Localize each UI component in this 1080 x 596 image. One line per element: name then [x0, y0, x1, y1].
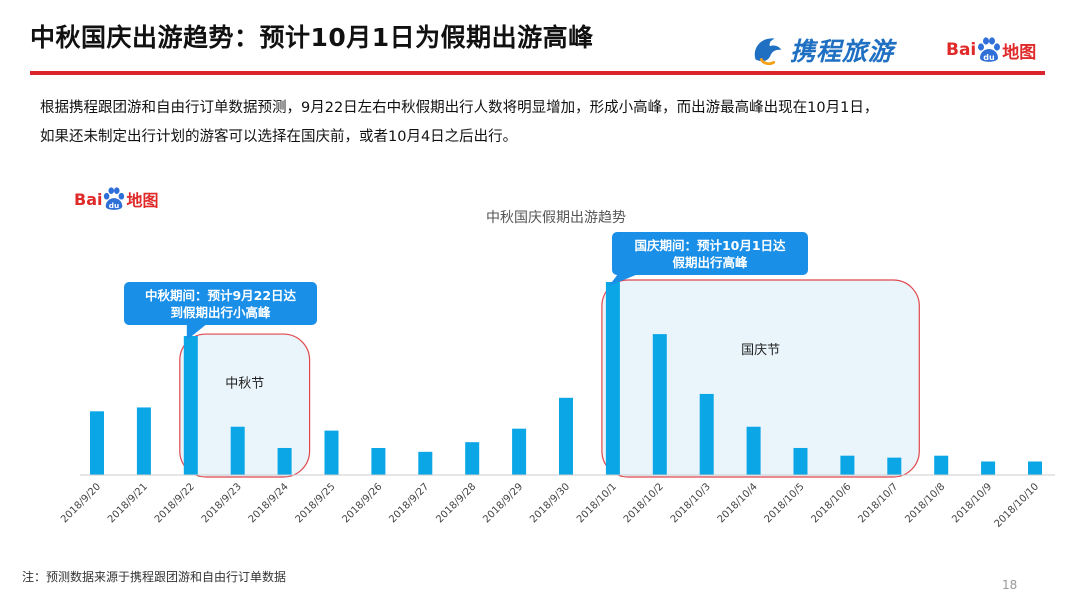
chart-baidu-logo-bai: Bai [74, 189, 103, 209]
x-tick-label: 2018/9/29 [481, 481, 525, 525]
bars [90, 282, 1042, 475]
description: 根据携程跟团游和自由行订单数据预测，9月22日左右中秋假期出行人数将明显增加，形… [40, 94, 1050, 152]
bar-2018/9/28 [465, 442, 480, 475]
bar-2018/9/29 [512, 428, 527, 475]
dolphin-icon [754, 38, 782, 66]
callout-text-line1-2: 国庆期间：预计10月1日达 [634, 238, 786, 253]
chart-title: 中秋国庆假期出游趋势 [486, 210, 626, 226]
x-tick-label: 2018/9/28 [434, 481, 478, 525]
x-tick-label: 2018/10/6 [809, 481, 853, 525]
baidu-logo-map: 地图 [1002, 42, 1037, 63]
x-tick-label: 2018/9/27 [387, 481, 431, 525]
baidu-map-logo: Bai du 地图 [946, 36, 1036, 64]
bar-2018/9/27 [418, 451, 433, 475]
baidu-logo-du: du [984, 53, 996, 62]
bar-2018/10/1 [605, 282, 620, 475]
x-tick-label: 2018/10/9 [950, 481, 994, 525]
x-tick-label: 2018/9/22 [153, 481, 197, 525]
ctrip-logo: 携程旅游 [748, 28, 894, 72]
ctrip-brand-name: 携程旅游 [790, 37, 895, 66]
region-box-1 [179, 333, 311, 478]
holiday-regions: 中秋节 国庆节 [179, 279, 920, 478]
x-tick-label: 2018/10/3 [669, 481, 713, 525]
callout-text-line2-2: 假期出行高峰 [672, 255, 748, 270]
callout-pointer-1 [186, 324, 207, 341]
bar-2018/10/9 [981, 461, 996, 475]
chart-baidu-logo: Bai du 地图 [74, 186, 159, 212]
x-tick-label: 2018/10/2 [622, 481, 666, 525]
callout-text-line1-1: 中秋期间：预计9月22日达 [145, 288, 297, 303]
x-tick-label: 2018/10/8 [903, 481, 947, 525]
chart-baidu-logo-map: 地图 [126, 191, 159, 210]
description-line-2: 如果还未制定出行计划的游客可以选择在国庆前，或者10月4日之后出行。 [40, 129, 518, 145]
bar-2018/10/6 [840, 455, 855, 475]
bar-2018/9/24 [277, 447, 292, 475]
bar-2018/9/25 [324, 430, 339, 475]
chart-paw-icon: du [104, 187, 125, 210]
region-label-2: 国庆节 [741, 343, 780, 358]
callout-box-1 [124, 282, 317, 325]
region-box-2 [601, 279, 920, 478]
bar-2018/9/26 [371, 447, 386, 475]
page-title: 中秋国庆出游趋势：预计10月1日为假期出游高峰 [30, 23, 594, 52]
x-tick-label: 2018/9/26 [340, 481, 384, 525]
bar-2018/10/7 [887, 457, 902, 475]
description-line-1: 根据携程跟团游和自由行订单数据预测，9月22日左右中秋假期出行人数将明显增加，形… [40, 100, 879, 116]
x-tick-label: 2018/10/7 [856, 481, 900, 525]
x-tick-label: 2018/9/30 [528, 481, 572, 525]
bar-2018/10/10 [1028, 461, 1042, 475]
footnote: 注：预测数据来源于携程跟团游和自由行订单数据 [22, 570, 287, 584]
bar-2018/10/4 [746, 426, 761, 475]
bar-2018/9/21 [136, 407, 151, 475]
x-tick-label: 2018/9/25 [294, 481, 338, 525]
x-tick-label: 2018/10/4 [716, 481, 760, 525]
bar-2018/9/23 [230, 426, 245, 475]
bar-2018/10/8 [934, 455, 949, 475]
callout-text-line2-1: 到假期出行小高峰 [170, 305, 271, 320]
paw-icon: du [978, 37, 1001, 62]
x-tick-label: 2018/9/21 [106, 481, 150, 525]
x-tick-labels: 2018/9/20 2018/9/21 2018/9/22 2018/9/23 2018… [59, 481, 1041, 530]
x-tick-label: 2018/9/24 [247, 481, 291, 525]
header-rule [30, 71, 1045, 75]
page-number: 18 [1002, 578, 1018, 592]
x-tick-label: 2018/9/23 [200, 481, 244, 525]
region-label-1: 中秋节 [225, 377, 264, 392]
bar-2018/9/30 [559, 397, 573, 475]
chart-baidu-logo-du: du [109, 201, 120, 210]
bar-2018/10/5 [793, 447, 808, 475]
x-tick-label: 2018/9/20 [59, 481, 103, 525]
callout-pointer-2 [608, 274, 638, 286]
bar-2018/10/3 [699, 393, 714, 475]
x-tick-label: 2018/10/10 [993, 481, 1042, 530]
bar-2018/10/2 [652, 334, 667, 475]
bar-2018/9/22 [183, 336, 198, 475]
x-tick-label: 2018/10/1 [575, 481, 619, 525]
x-tick-label: 2018/10/5 [763, 481, 807, 525]
callout-box-2 [612, 232, 808, 275]
bar-2018/9/20 [90, 411, 104, 475]
baidu-logo-bai: Bai [946, 40, 977, 60]
